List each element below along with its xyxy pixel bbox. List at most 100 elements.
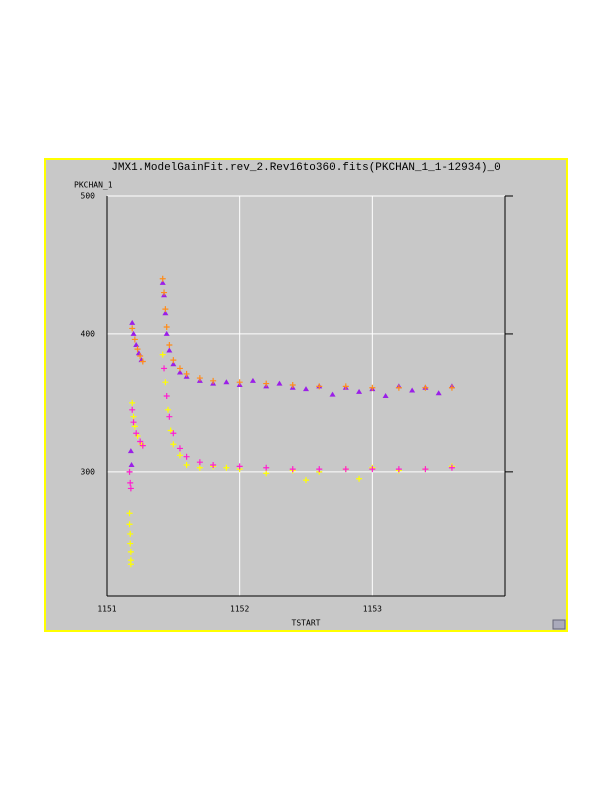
data-point xyxy=(126,468,133,475)
data-point xyxy=(163,393,170,399)
data-point xyxy=(134,433,141,439)
chart-title: JMX1.ModelGainFit.rev_2.Rev16to360.fits(… xyxy=(111,162,500,174)
data-point xyxy=(137,438,144,445)
data-point xyxy=(263,464,270,471)
points xyxy=(126,275,455,568)
data-point xyxy=(448,384,455,391)
data-point xyxy=(196,375,203,382)
data-point xyxy=(210,377,217,384)
x-tick-label: 1151 xyxy=(97,605,116,614)
data-point xyxy=(166,341,173,348)
y-axis-label: PKCHAN_1 xyxy=(74,181,113,190)
y-tick-label: 400 xyxy=(81,329,96,338)
data-point xyxy=(176,445,183,452)
data-point xyxy=(422,466,429,473)
data-point xyxy=(131,423,138,430)
x-tick-label: 1152 xyxy=(230,605,249,614)
data-point xyxy=(130,419,137,426)
data-point xyxy=(131,336,138,343)
data-point xyxy=(316,466,323,473)
data-point xyxy=(223,379,230,385)
y-tick-label: 300 xyxy=(81,467,96,476)
data-point xyxy=(223,464,230,471)
data-point xyxy=(162,379,169,386)
data-point xyxy=(249,377,256,383)
data-point xyxy=(342,383,349,390)
data-point xyxy=(289,466,296,473)
data-point xyxy=(163,330,170,336)
data-point xyxy=(129,319,136,325)
data-point xyxy=(170,361,177,367)
data-point xyxy=(159,275,166,282)
data-point xyxy=(435,390,442,396)
data-point xyxy=(183,461,190,468)
y-tick-label: 500 xyxy=(81,192,96,201)
plot-window xyxy=(44,158,568,632)
data-point xyxy=(162,306,169,313)
data-point xyxy=(129,325,136,332)
data-point xyxy=(176,365,183,372)
data-point xyxy=(422,384,429,391)
data-point xyxy=(170,357,177,364)
data-point xyxy=(183,453,190,460)
resize-icon[interactable] xyxy=(552,619,566,630)
data-point xyxy=(139,358,146,365)
data-point xyxy=(303,477,309,484)
data-point xyxy=(130,330,137,336)
data-point xyxy=(163,324,170,331)
data-point xyxy=(356,475,363,482)
data-point xyxy=(196,459,203,466)
data-point xyxy=(196,464,203,471)
data-point xyxy=(159,351,166,358)
data-point xyxy=(236,463,243,470)
data-point xyxy=(165,406,172,413)
data-point xyxy=(356,388,363,394)
data-point xyxy=(127,530,134,537)
data-point xyxy=(170,430,177,437)
data-point xyxy=(263,380,270,387)
data-point xyxy=(127,540,134,547)
data-point xyxy=(167,427,174,434)
data-point xyxy=(236,379,243,386)
data-point xyxy=(126,521,133,528)
x-tick-label: 1153 xyxy=(363,605,382,614)
data-point xyxy=(395,466,402,473)
data-point xyxy=(130,413,137,420)
data-point xyxy=(170,441,177,448)
data-point xyxy=(409,387,416,393)
data-point xyxy=(289,381,296,388)
data-point xyxy=(448,464,455,471)
data-point xyxy=(127,479,134,486)
data-point xyxy=(126,510,133,517)
data-point xyxy=(133,341,140,347)
data-point xyxy=(129,399,136,406)
data-point xyxy=(183,370,190,377)
data-point xyxy=(138,441,145,448)
data-point xyxy=(166,347,173,353)
data-point xyxy=(263,470,270,477)
data-point xyxy=(329,391,336,397)
data-point xyxy=(176,369,183,375)
data-point xyxy=(137,353,144,359)
data-point xyxy=(342,466,349,473)
data-point xyxy=(129,406,136,413)
data-point xyxy=(369,384,376,391)
data-point xyxy=(161,365,168,372)
data-point xyxy=(127,548,134,555)
data-point xyxy=(395,384,402,391)
data-point xyxy=(127,448,134,454)
data-point xyxy=(161,289,168,296)
data-point xyxy=(127,485,134,492)
data-point xyxy=(176,452,183,459)
data-point xyxy=(127,561,134,568)
data-point xyxy=(210,461,217,468)
data-point xyxy=(316,383,323,390)
data-point xyxy=(369,466,376,473)
data-point xyxy=(276,380,283,386)
data-point xyxy=(159,279,166,285)
data-point xyxy=(166,413,173,420)
x-axis-label: TSTART xyxy=(292,619,321,628)
data-point xyxy=(134,346,141,353)
